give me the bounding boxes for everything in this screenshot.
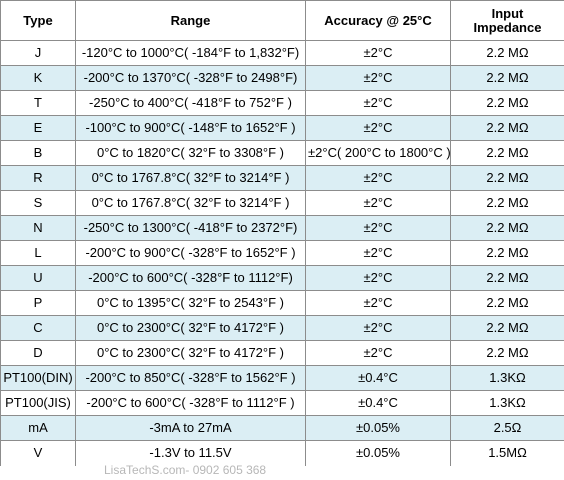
cell-impedance: 2.2 MΩ	[450, 240, 564, 266]
cell-type: K	[0, 65, 76, 91]
cell-type: P	[0, 290, 76, 316]
cell-range: -200°C to 600°C( -328°F to 1112°F)	[75, 265, 306, 291]
cell-type: PT100(JIS)	[0, 390, 76, 416]
cell-range: -250°C to 1300°C( -418°F to 2372°F)	[75, 215, 306, 241]
table-row: J -120°C to 1000°C( -184°F to 1,832°F) ±2°…	[0, 40, 564, 66]
table-body: J -120°C to 1000°C( -184°F to 1,832°F) ±2°…	[0, 40, 564, 466]
cell-type: S	[0, 190, 76, 216]
cell-impedance: 2.2 MΩ	[450, 40, 564, 66]
table-row: U -200°C to 600°C( -328°F to 1112°F) ±2°C 2…	[0, 265, 564, 291]
cell-impedance: 2.2 MΩ	[450, 165, 564, 191]
cell-accuracy: ±2°C	[305, 215, 451, 241]
cell-type: T	[0, 90, 76, 116]
header-impedance: Input Impedance	[450, 0, 564, 41]
header-range: Range	[75, 0, 306, 41]
cell-type: PT100(DIN)	[0, 365, 76, 391]
table-row: T -250°C to 400°C( -418°F to 752°F ) ±2°C 2…	[0, 90, 564, 116]
cell-range: 0°C to 1820°C( 32°F to 3308°F )	[75, 140, 306, 166]
cell-type: D	[0, 340, 76, 366]
cell-type: N	[0, 215, 76, 241]
cell-range: -200°C to 850°C( -328°F to 1562°F )	[75, 365, 306, 391]
cell-impedance: 2.2 MΩ	[450, 90, 564, 116]
table-row: S 0°C to 1767.8°C( 32°F to 3214°F ) ±2°C 2.…	[0, 190, 564, 216]
cell-accuracy: ±2°C	[305, 340, 451, 366]
table-row: P 0°C to 1395°C( 32°F to 2543°F ) ±2°C 2.2 …	[0, 290, 564, 316]
table-row: C 0°C to 2300°C( 32°F to 4172°F ) ±2°C 2.2 …	[0, 315, 564, 341]
cell-range: -200°C to 1370°C( -328°F to 2498°F)	[75, 65, 306, 91]
table-row: R 0°C to 1767.8°C( 32°F to 3214°F ) ±2°C 2.…	[0, 165, 564, 191]
cell-range: -1.3V to 11.5V	[75, 440, 306, 466]
cell-range: 0°C to 1395°C( 32°F to 2543°F )	[75, 290, 306, 316]
cell-impedance: 2.2 MΩ	[450, 65, 564, 91]
cell-impedance: 2.2 MΩ	[450, 115, 564, 141]
header-accuracy: Accuracy @ 25°C	[305, 0, 451, 41]
cell-type: mA	[0, 415, 76, 441]
cell-accuracy: ±2°C( 200°C to 1800°C )	[305, 140, 451, 166]
cell-range: 0°C to 2300°C( 32°F to 4172°F )	[75, 315, 306, 341]
table-row: E -100°C to 900°C( -148°F to 1652°F ) ±2°C…	[0, 115, 564, 141]
cell-impedance: 2.2 MΩ	[450, 265, 564, 291]
cell-range: -100°C to 900°C( -148°F to 1652°F )	[75, 115, 306, 141]
cell-impedance: 1.3KΩ	[450, 390, 564, 416]
table-row: L -200°C to 900°C( -328°F to 1652°F ) ±2°C…	[0, 240, 564, 266]
cell-range: -200°C to 900°C( -328°F to 1652°F )	[75, 240, 306, 266]
cell-accuracy: ±2°C	[305, 265, 451, 291]
cell-accuracy: ±0.05%	[305, 440, 451, 466]
cell-impedance: 2.2 MΩ	[450, 215, 564, 241]
cell-accuracy: ±0.4°C	[305, 365, 451, 391]
cell-impedance: 2.2 MΩ	[450, 290, 564, 316]
cell-accuracy: ±2°C	[305, 190, 451, 216]
cell-impedance: 1.5MΩ	[450, 440, 564, 466]
table-row: PT100(DIN) -200°C to 850°C( -328°F to 156…	[0, 365, 564, 391]
cell-accuracy: ±2°C	[305, 290, 451, 316]
cell-accuracy: ±2°C	[305, 240, 451, 266]
cell-accuracy: ±2°C	[305, 40, 451, 66]
cell-accuracy: ±0.05%	[305, 415, 451, 441]
watermark-text: LisaTechS.com- 0902 605 368	[104, 463, 267, 477]
cell-type: J	[0, 40, 76, 66]
cell-type: L	[0, 240, 76, 266]
header-type: Type	[0, 0, 76, 41]
cell-accuracy: ±0.4°C	[305, 390, 451, 416]
cell-accuracy: ±2°C	[305, 65, 451, 91]
table-row: V -1.3V to 11.5V ±0.05% 1.5MΩ	[0, 440, 564, 466]
cell-range: -120°C to 1000°C( -184°F to 1,832°F)	[75, 40, 306, 66]
cell-type: U	[0, 265, 76, 291]
cell-range: 0°C to 1767.8°C( 32°F to 3214°F )	[75, 190, 306, 216]
cell-accuracy: ±2°C	[305, 165, 451, 191]
cell-range: 0°C to 1767.8°C( 32°F to 3214°F )	[75, 165, 306, 191]
cell-type: V	[0, 440, 76, 466]
cell-range: -250°C to 400°C( -418°F to 752°F )	[75, 90, 306, 116]
cell-accuracy: ±2°C	[305, 90, 451, 116]
cell-impedance: 2.2 MΩ	[450, 315, 564, 341]
cell-range: 0°C to 2300°C( 32°F to 4172°F )	[75, 340, 306, 366]
header-impedance-line2: Impedance	[473, 19, 542, 35]
cell-range: -3mA to 27mA	[75, 415, 306, 441]
cell-type: R	[0, 165, 76, 191]
cell-impedance: 2.2 MΩ	[450, 340, 564, 366]
table-row: PT100(JIS) -200°C to 600°C( -328°F to 111…	[0, 390, 564, 416]
header-impedance-line1: Input	[491, 5, 524, 21]
cell-accuracy: ±2°C	[305, 315, 451, 341]
cell-type: B	[0, 140, 76, 166]
table-row: D 0°C to 2300°C( 32°F to 4172°F ) ±2°C 2.2 …	[0, 340, 564, 366]
table-row: mA -3mA to 27mA ±0.05% 2.5Ω	[0, 415, 564, 441]
cell-impedance: 2.2 MΩ	[450, 140, 564, 166]
cell-type: C	[0, 315, 76, 341]
cell-impedance: 2.2 MΩ	[450, 190, 564, 216]
table-header-row: Type Range Accuracy @ 25°C Input Impedan…	[0, 0, 564, 41]
table-row: B 0°C to 1820°C( 32°F to 3308°F ) ±2°C( 20…	[0, 140, 564, 166]
cell-range: -200°C to 600°C( -328°F to 1112°F )	[75, 390, 306, 416]
table-row: N -250°C to 1300°C( -418°F to 2372°F) ±2°C…	[0, 215, 564, 241]
table-row: K -200°C to 1370°C( -328°F to 2498°F) ±2°C…	[0, 65, 564, 91]
cell-accuracy: ±2°C	[305, 115, 451, 141]
cell-impedance: 1.3KΩ	[450, 365, 564, 391]
specification-table: Type Range Accuracy @ 25°C Input Impedan…	[0, 0, 564, 466]
cell-type: E	[0, 115, 76, 141]
cell-impedance: 2.5Ω	[450, 415, 564, 441]
